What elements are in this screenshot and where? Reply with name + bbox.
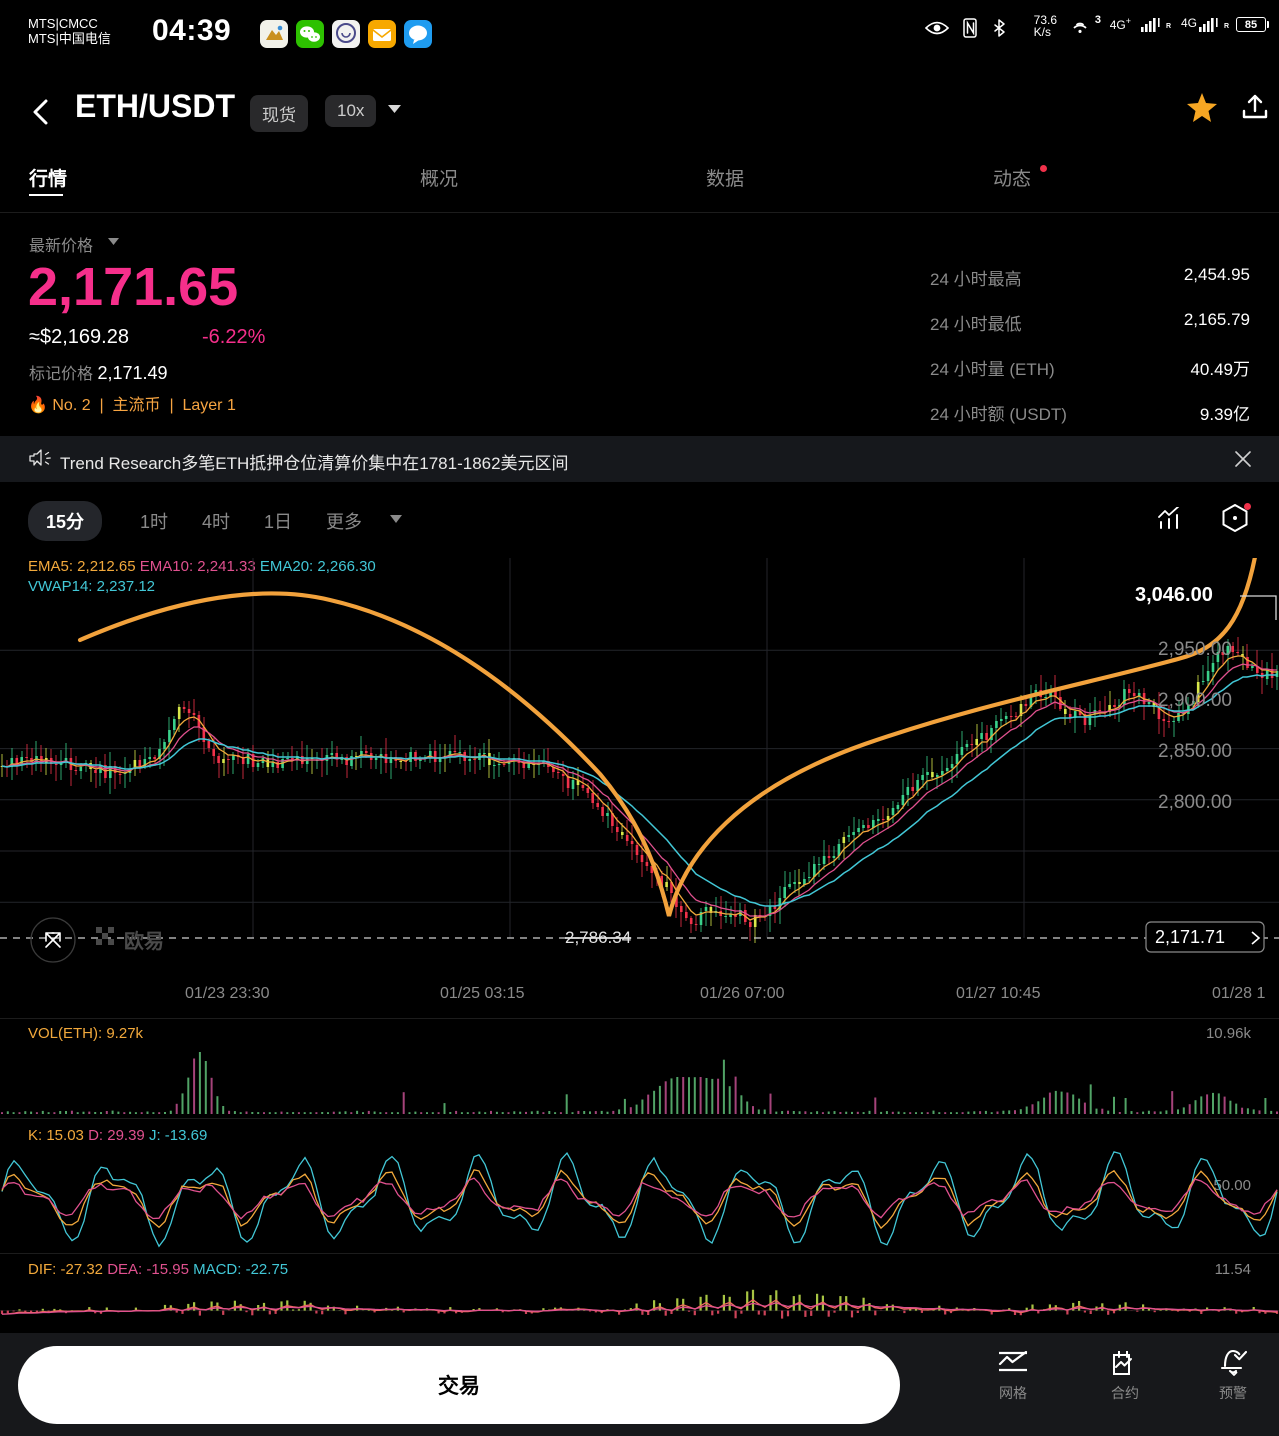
svg-text:2,786.34: 2,786.34 — [565, 928, 631, 947]
svg-text:2,950.00: 2,950.00 — [1158, 639, 1232, 660]
svg-text:2,800.00: 2,800.00 — [1158, 792, 1232, 813]
svg-text:3,046.00: 3,046.00 — [1135, 584, 1213, 606]
svg-text:欧易: 欧易 — [124, 929, 164, 953]
svg-text:2,171.71: 2,171.71 — [1155, 927, 1225, 947]
svg-text:2,900.00: 2,900.00 — [1158, 690, 1232, 711]
svg-text:2,850.00: 2,850.00 — [1158, 741, 1232, 762]
